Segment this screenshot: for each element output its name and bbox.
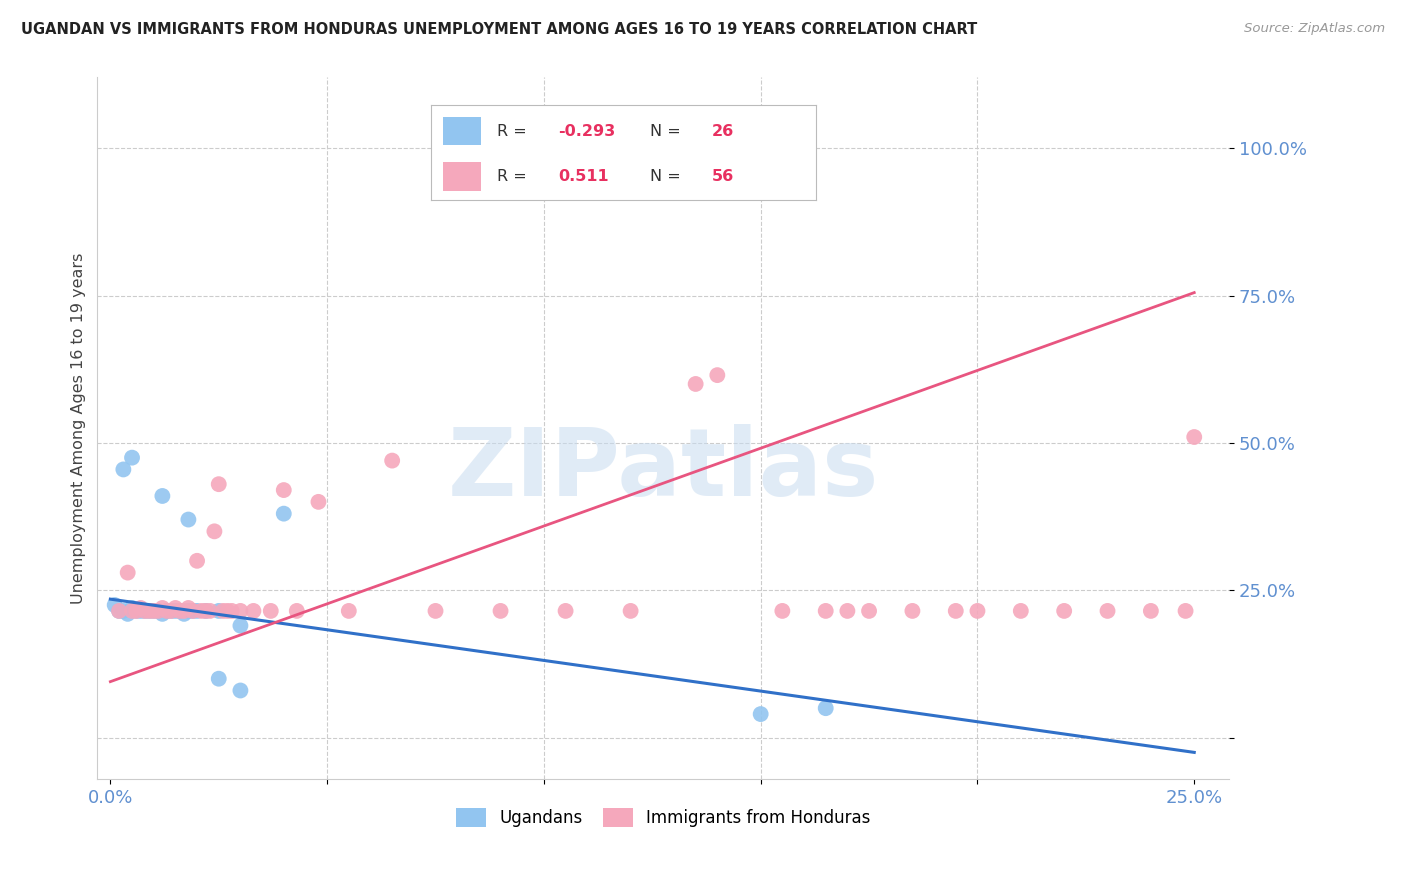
Point: [208, 604, 231, 618]
Point: [814, 604, 837, 618]
Point: [662, 136, 685, 150]
Point: [217, 604, 239, 618]
Point: [150, 601, 173, 615]
Point: [112, 462, 135, 476]
Point: [121, 604, 143, 618]
Point: [142, 604, 165, 618]
Point: [117, 607, 139, 621]
Point: [858, 604, 880, 618]
Point: [273, 507, 295, 521]
Point: [108, 604, 131, 618]
Legend: Ugandans, Immigrants from Honduras: Ugandans, Immigrants from Honduras: [450, 801, 877, 834]
Point: [194, 604, 217, 618]
Text: UGANDAN VS IMMIGRANTS FROM HONDURAS UNEMPLOYMENT AMONG AGES 16 TO 19 YEARS CORRE: UGANDAN VS IMMIGRANTS FROM HONDURAS UNEM…: [21, 22, 977, 37]
Point: [242, 604, 264, 618]
Point: [285, 604, 308, 618]
Point: [425, 604, 447, 618]
Point: [160, 604, 183, 618]
Point: [150, 607, 173, 621]
Point: [108, 604, 131, 618]
Point: [945, 604, 967, 618]
Point: [208, 672, 231, 686]
Point: [260, 604, 283, 618]
Point: [208, 477, 231, 491]
Point: [186, 604, 208, 618]
Point: [138, 604, 160, 618]
Point: [1097, 604, 1119, 618]
Point: [117, 566, 139, 580]
Point: [160, 604, 183, 618]
Point: [749, 707, 772, 722]
Point: [381, 453, 404, 467]
Point: [273, 483, 295, 497]
Text: Source: ZipAtlas.com: Source: ZipAtlas.com: [1244, 22, 1385, 36]
Point: [198, 604, 221, 618]
Point: [134, 604, 156, 618]
Point: [685, 376, 707, 391]
Point: [229, 683, 252, 698]
Point: [156, 604, 179, 618]
Point: [1182, 430, 1205, 444]
Point: [190, 604, 212, 618]
Point: [134, 604, 156, 618]
Point: [770, 604, 793, 618]
Y-axis label: Unemployment Among Ages 16 to 19 years: Unemployment Among Ages 16 to 19 years: [72, 252, 86, 604]
Point: [156, 604, 179, 618]
Point: [337, 604, 360, 618]
Point: [554, 604, 576, 618]
Point: [177, 604, 200, 618]
Point: [125, 604, 148, 618]
Point: [125, 604, 148, 618]
Point: [837, 604, 859, 618]
Point: [173, 604, 195, 618]
Point: [229, 618, 252, 632]
Point: [165, 604, 187, 618]
Point: [150, 489, 173, 503]
Point: [181, 604, 204, 618]
Point: [112, 604, 135, 618]
Point: [186, 554, 208, 568]
Point: [212, 604, 235, 618]
Point: [177, 512, 200, 526]
Point: [308, 495, 330, 509]
Point: [146, 604, 169, 618]
Point: [142, 604, 165, 618]
Point: [706, 368, 728, 383]
Point: [1140, 604, 1163, 618]
Point: [202, 524, 225, 539]
Point: [194, 604, 217, 618]
Point: [620, 604, 643, 618]
Point: [489, 604, 512, 618]
Point: [121, 601, 143, 615]
Point: [146, 604, 169, 618]
Point: [165, 601, 187, 615]
Point: [138, 604, 160, 618]
Point: [129, 604, 152, 618]
Text: ZIPatlas: ZIPatlas: [447, 425, 879, 516]
Point: [173, 607, 195, 621]
Point: [169, 604, 191, 618]
Point: [221, 604, 243, 618]
Point: [129, 601, 152, 615]
Point: [229, 604, 252, 618]
Point: [121, 450, 143, 465]
Point: [177, 601, 200, 615]
Point: [1010, 604, 1032, 618]
Point: [169, 604, 191, 618]
Point: [966, 604, 988, 618]
Point: [104, 598, 127, 612]
Point: [814, 701, 837, 715]
Point: [181, 604, 204, 618]
Point: [1174, 604, 1197, 618]
Point: [1053, 604, 1076, 618]
Point: [901, 604, 924, 618]
